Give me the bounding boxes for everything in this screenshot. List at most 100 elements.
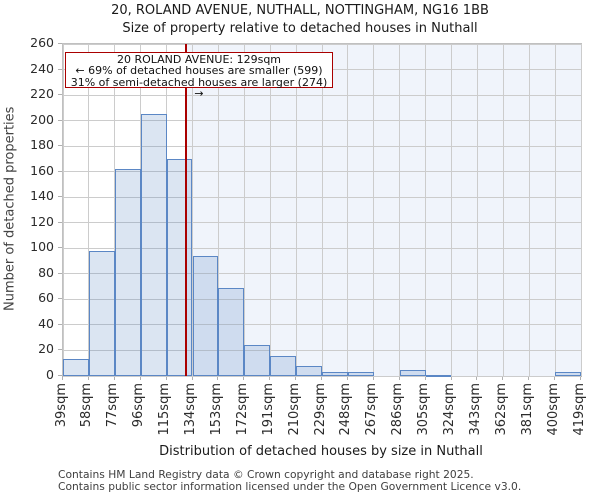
y-tick-label: 180 <box>30 137 54 153</box>
y-tick-mark <box>58 119 62 121</box>
annotation-line-1: 20 ROLAND AVENUE: 129sqm <box>116 53 282 66</box>
histogram-bar <box>347 372 374 376</box>
y-tick-label: 100 <box>30 239 54 255</box>
page-title: 20, ROLAND AVENUE, NUTHALL, NOTTINGHAM, … <box>111 3 489 18</box>
x-tick-mark <box>269 376 271 380</box>
annotation-line-2: ← 69% of detached houses are smaller (59… <box>75 64 323 78</box>
horizontal-gridline <box>63 375 581 377</box>
vertical-gridline <box>425 44 427 376</box>
histogram-bar <box>399 369 426 376</box>
annotation-box: 20 ROLAND AVENUE: 129sqm ← 69% of detach… <box>65 52 333 99</box>
plot-area <box>62 43 582 377</box>
vertical-gridline <box>347 44 349 376</box>
y-tick-mark <box>58 145 62 147</box>
histogram-bar <box>296 365 322 376</box>
x-tick-label: 381sqm <box>519 383 535 436</box>
x-tick-label: 248sqm <box>338 383 354 436</box>
vertical-gridline <box>295 44 297 376</box>
x-tick-label: 362sqm <box>493 383 509 436</box>
x-tick-mark <box>243 376 245 380</box>
x-tick-label: 172sqm <box>234 383 250 436</box>
vertical-gridline <box>269 44 271 376</box>
histogram-bar <box>63 359 89 376</box>
y-tick-label: 120 <box>30 213 54 229</box>
vertical-gridline <box>192 44 193 376</box>
y-tick-mark <box>58 68 62 70</box>
y-tick-label: 260 <box>30 35 54 50</box>
x-tick-label: 153sqm <box>208 383 224 436</box>
x-axis-title: Distribution of detached houses by size … <box>159 444 483 459</box>
y-tick-mark <box>58 247 62 249</box>
vertical-gridline <box>62 44 64 376</box>
y-tick-mark <box>58 43 62 44</box>
x-tick-label: 286sqm <box>390 383 406 436</box>
x-tick-label: 58sqm <box>79 383 95 428</box>
x-tick-label: 134sqm <box>183 383 198 436</box>
y-tick-mark <box>58 349 62 351</box>
x-tick-mark <box>372 376 374 380</box>
x-tick-label: 115sqm <box>157 383 173 436</box>
vertical-gridline <box>399 44 401 376</box>
vertical-gridline <box>502 44 504 376</box>
x-tick-mark <box>580 376 581 380</box>
y-tick-mark <box>58 196 62 198</box>
x-tick-label: 267sqm <box>364 383 380 436</box>
x-tick-label: 419sqm <box>571 383 587 436</box>
histogram-bar <box>218 287 245 376</box>
x-tick-label: 324sqm <box>442 383 457 436</box>
histogram-bar <box>322 372 348 376</box>
x-tick-mark <box>217 376 219 380</box>
x-tick-label: 77sqm <box>105 383 121 428</box>
x-tick-mark <box>476 376 478 380</box>
x-tick-mark <box>191 376 193 380</box>
x-tick-label: 229sqm <box>312 383 328 436</box>
x-tick-mark <box>502 376 504 380</box>
y-tick-mark <box>58 94 62 96</box>
property-size-marker-line <box>184 44 187 376</box>
footer: Contains HM Land Registry data © Crown c… <box>58 469 521 492</box>
x-tick-mark <box>165 376 167 380</box>
x-tick-label: 96sqm <box>131 383 147 428</box>
x-tick-mark <box>139 376 141 380</box>
y-tick-mark <box>58 298 62 300</box>
x-tick-label: 343sqm <box>467 383 483 436</box>
vertical-gridline <box>321 44 323 376</box>
vertical-gridline <box>580 44 582 376</box>
histogram-bar <box>425 374 452 377</box>
histogram-bar <box>192 255 219 376</box>
y-tick-label: 60 <box>38 290 54 306</box>
shaded-region-larger <box>185 44 581 376</box>
vertical-gridline <box>528 44 530 376</box>
x-tick-mark <box>450 376 452 380</box>
vertical-gridline <box>243 44 245 376</box>
y-tick-mark <box>58 170 62 172</box>
histogram-bar <box>270 355 297 376</box>
x-tick-label: 400sqm <box>545 383 561 436</box>
annotation-line-3: 31% of semi-detached houses are larger (… <box>70 75 328 100</box>
x-tick-mark <box>62 376 63 380</box>
vertical-gridline <box>451 44 452 376</box>
histogram-bar <box>244 345 271 376</box>
vertical-gridline <box>373 44 375 376</box>
histogram-bar <box>555 372 581 376</box>
x-tick-label: 191sqm <box>260 383 276 436</box>
x-tick-mark <box>346 376 348 380</box>
y-tick-label: 20 <box>38 341 54 357</box>
y-tick-label: 240 <box>30 60 54 76</box>
y-tick-label: 220 <box>30 86 54 102</box>
histogram-bar <box>88 250 115 376</box>
footer-line-2: Contains public sector information licen… <box>58 479 522 493</box>
histogram-bar <box>140 114 167 376</box>
x-tick-mark <box>424 376 426 380</box>
x-tick-mark <box>295 376 297 380</box>
y-tick-label: 160 <box>30 162 54 178</box>
x-tick-label: 39sqm <box>53 383 69 428</box>
y-tick-label: 140 <box>30 188 54 204</box>
x-tick-mark <box>87 376 89 380</box>
x-tick-label: 305sqm <box>416 383 432 436</box>
histogram-bar <box>166 158 193 376</box>
y-tick-label: 200 <box>30 111 54 127</box>
x-tick-mark <box>398 376 400 380</box>
y-tick-label: 0 <box>46 367 54 382</box>
